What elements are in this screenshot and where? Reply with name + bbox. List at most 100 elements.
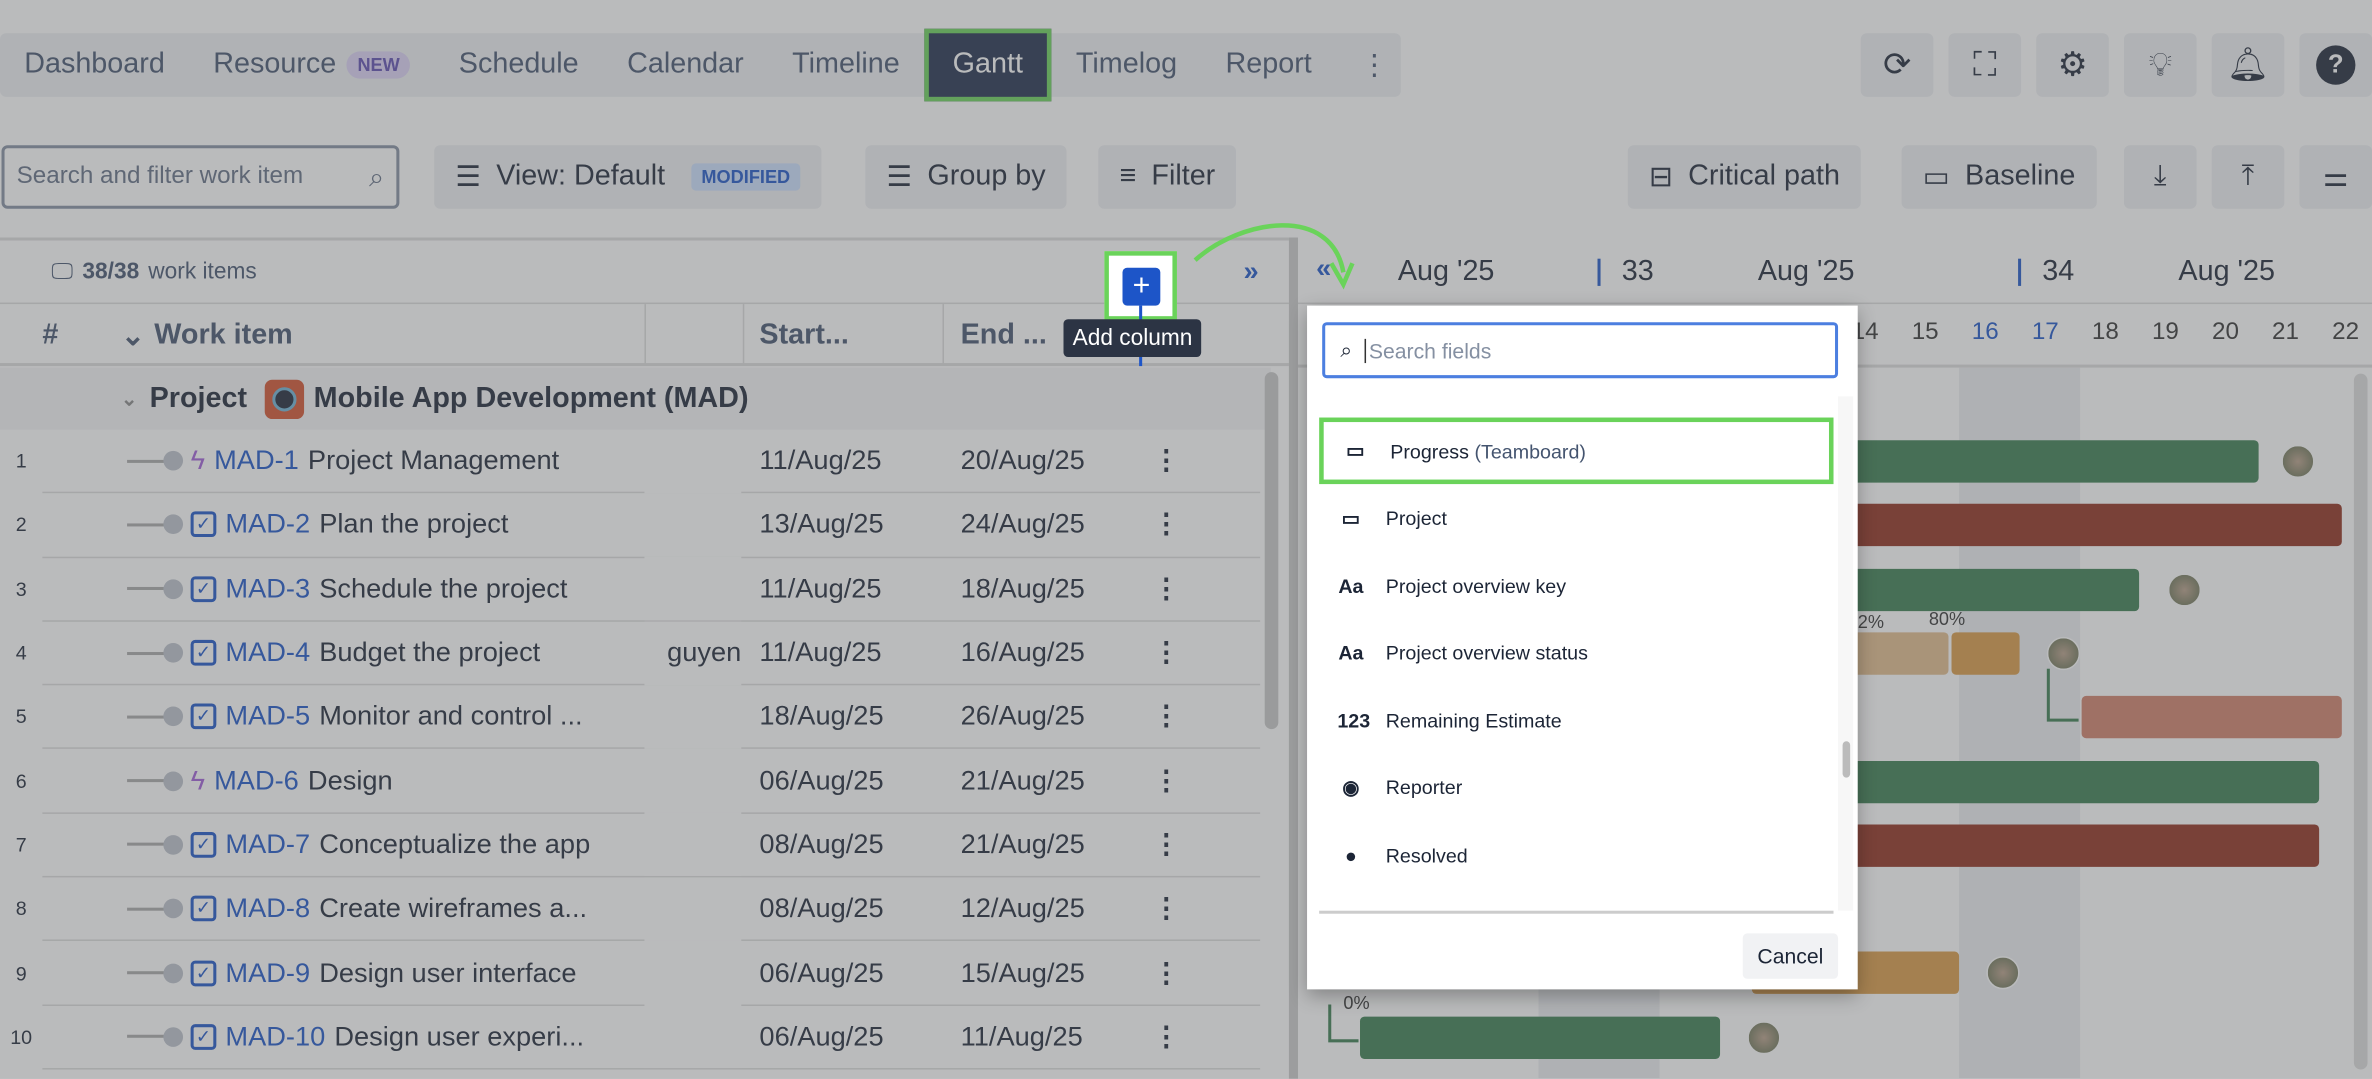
row-menu-icon[interactable]: ⋮ bbox=[1152, 572, 1180, 604]
row-menu-icon[interactable]: ⋮ bbox=[1152, 956, 1180, 988]
dependency-handle[interactable] bbox=[163, 451, 184, 471]
row-menu-icon[interactable]: ⋮ bbox=[1152, 508, 1180, 540]
tab-timelog[interactable]: Timelog bbox=[1075, 48, 1178, 81]
row-menu-icon[interactable]: ⋮ bbox=[1152, 828, 1180, 860]
dependency-handle[interactable] bbox=[163, 642, 184, 663]
table-row[interactable]: 7 ✓ MAD-7 Conceptualize the app 08/Aug/25 … bbox=[16, 813, 1261, 878]
field-option[interactable]: 123 Remaining Estimate bbox=[1319, 687, 1833, 754]
row-menu-icon[interactable]: ⋮ bbox=[1152, 1020, 1180, 1052]
work-item-key[interactable]: MAD-5 bbox=[225, 700, 311, 732]
group-by-button[interactable]: ☰ Group by bbox=[865, 145, 1067, 209]
help-icon[interactable]: ? bbox=[2299, 33, 2372, 97]
gear-icon[interactable]: ⚙ bbox=[2036, 33, 2109, 97]
field-option[interactable]: ▭ Project bbox=[1319, 485, 1833, 552]
col-start[interactable]: Start... bbox=[759, 319, 849, 351]
field-option[interactable]: ● Resolved bbox=[1319, 821, 1833, 888]
work-item-title[interactable]: Schedule the project bbox=[319, 572, 568, 604]
work-item-key[interactable]: MAD-2 bbox=[225, 508, 311, 540]
col-work-item[interactable]: Work item bbox=[154, 319, 293, 351]
work-item-title[interactable]: Monitor and control ... bbox=[319, 700, 583, 732]
field-search-input[interactable]: ⌕ Search fields bbox=[1322, 322, 1839, 379]
tab-calendar[interactable]: Calendar bbox=[627, 48, 744, 81]
cancel-button[interactable]: Cancel bbox=[1742, 933, 1839, 979]
work-item-title[interactable]: Design bbox=[307, 764, 393, 796]
lightbulb-icon[interactable]: 💡︎ bbox=[2123, 33, 2197, 97]
gantt-bar[interactable] bbox=[1360, 1016, 1721, 1059]
tab-resource[interactable]: Resource NEW bbox=[189, 33, 435, 97]
field-option[interactable]: Aa Project overview status bbox=[1319, 619, 1833, 686]
row-menu-icon[interactable]: ⋮ bbox=[1152, 892, 1180, 924]
work-item-key[interactable]: MAD-4 bbox=[225, 636, 311, 668]
collapse-all-icon[interactable]: ⌄ bbox=[121, 320, 146, 353]
dependency-handle[interactable] bbox=[163, 898, 184, 919]
dependency-handle[interactable] bbox=[163, 962, 184, 983]
dependency-handle[interactable] bbox=[163, 770, 184, 791]
table-row[interactable]: 10 ✓ MAD-10 Design user experi... 06/Aug/2… bbox=[10, 1004, 1261, 1070]
refresh-icon[interactable]: ⟳ bbox=[1860, 33, 1934, 97]
table-row[interactable]: 5 ✓ MAD-5 Monitor and control ... 18/Aug/2… bbox=[16, 685, 1261, 750]
dependency-handle[interactable] bbox=[163, 579, 184, 599]
row-menu-icon[interactable]: ⋮ bbox=[1152, 764, 1180, 796]
more-icon[interactable]: ⋮ bbox=[1360, 49, 1389, 81]
upload-icon[interactable]: ⤒ bbox=[2211, 145, 2285, 209]
popup-scrollbar[interactable] bbox=[1842, 741, 1851, 778]
filter-button[interactable]: ≡ Filter bbox=[1098, 145, 1237, 209]
gantt-scrollbar[interactable] bbox=[2353, 373, 2368, 1070]
chevron-down-icon[interactable]: ⌄ bbox=[121, 386, 138, 410]
dependency-handle[interactable] bbox=[163, 1026, 184, 1047]
work-item-title[interactable]: Conceptualize the app bbox=[319, 828, 591, 860]
fullscreen-icon[interactable]: ⛶ bbox=[1948, 33, 2022, 97]
field-option[interactable]: ▭ Progress (Teamboard) bbox=[1319, 417, 1834, 485]
row-menu-icon[interactable]: ⋮ bbox=[1152, 700, 1180, 732]
row-menu-icon[interactable]: ⋮ bbox=[1152, 636, 1180, 668]
tab-dashboard[interactable]: Dashboard bbox=[24, 48, 165, 81]
search-input[interactable]: Search and filter work item ⌕ bbox=[1, 145, 400, 209]
work-item-key[interactable]: MAD-7 bbox=[225, 828, 311, 860]
download-icon[interactable]: ⤓ bbox=[2123, 145, 2197, 209]
table-row[interactable]: 2 ✓ MAD-2 Plan the project 13/Aug/25 24/Au… bbox=[16, 493, 1261, 558]
bell-icon[interactable]: 🔔︎ bbox=[2211, 33, 2285, 97]
work-item-key[interactable]: MAD-10 bbox=[225, 1020, 326, 1052]
table-row[interactable]: 4 ✓ MAD-4 Budget the project guyen 11/Aug/… bbox=[16, 621, 1261, 686]
add-column-button[interactable]: + bbox=[1122, 267, 1161, 306]
baseline-button[interactable]: ▭ Baseline bbox=[1901, 145, 2097, 209]
row-menu-icon[interactable]: ⋮ bbox=[1152, 444, 1180, 476]
work-item-key[interactable]: MAD-1 bbox=[214, 444, 299, 476]
work-item-title[interactable]: Budget the project bbox=[319, 636, 541, 668]
tab-schedule[interactable]: Schedule bbox=[458, 48, 579, 81]
table-row[interactable]: 1 ϟ MAD-1 Project Management 11/Aug/25 20/… bbox=[16, 429, 1261, 494]
col-end[interactable]: End ... bbox=[960, 319, 1047, 351]
group-row[interactable]: ⌄ Project Mobile App Development (MAD) bbox=[0, 367, 1271, 430]
tab-report[interactable]: Report bbox=[1225, 48, 1312, 81]
work-item-key[interactable]: MAD-9 bbox=[225, 956, 311, 988]
settings-sliders-icon[interactable]: ⚌ bbox=[2299, 145, 2372, 209]
table-row[interactable]: 9 ✓ MAD-9 Design user interface 06/Aug/25 … bbox=[16, 941, 1261, 1006]
critical-path-button[interactable]: ⊟ Critical path bbox=[1627, 145, 1862, 209]
field-option[interactable]: Aa Project overview key bbox=[1319, 552, 1833, 619]
field-option[interactable]: ◉ Reporter bbox=[1319, 754, 1833, 821]
table-row[interactable]: 3 ✓ MAD-3 Schedule the project 11/Aug/25 1… bbox=[16, 557, 1261, 622]
table-row[interactable]: 6 ϟ MAD-6 Design 06/Aug/25 21/Aug/25 ⋮ bbox=[16, 749, 1261, 814]
work-item-key[interactable]: MAD-3 bbox=[225, 572, 311, 604]
work-item-title[interactable]: Create wireframes a... bbox=[319, 892, 588, 924]
gantt-bar[interactable] bbox=[2081, 696, 2342, 739]
gantt-bar-progress[interactable] bbox=[1951, 632, 2020, 675]
list-scrollbar[interactable] bbox=[1264, 372, 1279, 730]
work-item-title[interactable]: Design user experi... bbox=[334, 1020, 585, 1052]
work-item-title[interactable]: Project Management bbox=[307, 444, 560, 476]
scroll-left-icon[interactable]: « bbox=[1316, 252, 1332, 283]
tab-timeline[interactable]: Timeline bbox=[792, 48, 900, 81]
work-item-title[interactable]: Plan the project bbox=[319, 508, 509, 540]
panel-splitter[interactable] bbox=[1288, 237, 1298, 1079]
work-item-title[interactable]: Design user interface bbox=[319, 956, 577, 988]
dependency-handle[interactable] bbox=[163, 515, 184, 535]
expand-right-icon[interactable]: » bbox=[1243, 255, 1259, 286]
table-row[interactable]: 8 ✓ MAD-8 Create wireframes a... 08/Aug/25… bbox=[16, 877, 1261, 942]
dependency-handle[interactable] bbox=[163, 706, 184, 727]
view-button[interactable]: ☰ View: Default MODIFIED bbox=[434, 145, 822, 209]
work-item-key[interactable]: MAD-8 bbox=[225, 892, 311, 924]
tab-gantt[interactable]: Gantt bbox=[923, 28, 1052, 102]
work-item-key[interactable]: MAD-6 bbox=[214, 764, 299, 796]
dependency-handle[interactable] bbox=[163, 834, 184, 855]
